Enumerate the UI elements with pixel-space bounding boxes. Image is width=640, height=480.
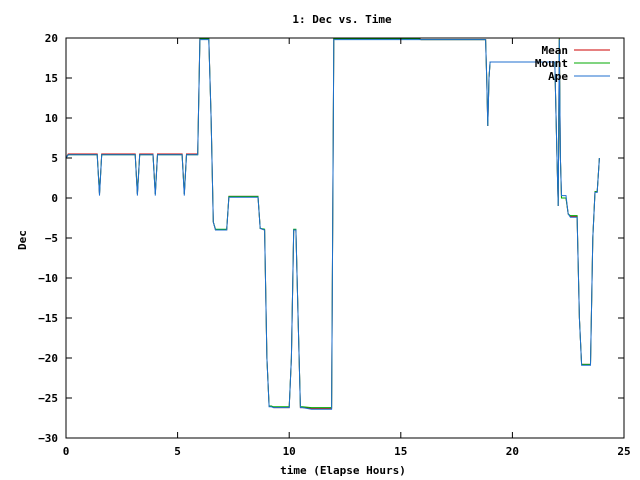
legend-label-mount: Mount <box>535 57 568 70</box>
y-tick-label: 15 <box>45 72 58 85</box>
y-tick-label: −20 <box>38 352 58 365</box>
y-tick-label: −5 <box>45 232 58 245</box>
y-tick-label: 0 <box>51 192 58 205</box>
x-axis-ticks: 0 5 10 15 20 25 <box>63 38 631 458</box>
legend-label-mean: Mean <box>542 44 569 57</box>
x-tick-label: 20 <box>506 445 519 458</box>
x-tick-label: 0 <box>63 445 70 458</box>
y-tick-label: −30 <box>38 432 58 445</box>
y-tick-label: −10 <box>38 272 58 285</box>
y-tick-label: 20 <box>45 32 58 45</box>
y-axis-ticks: −30 −25 −20 −15 −10 −5 0 5 10 15 20 <box>38 32 624 445</box>
y-tick-label: −25 <box>38 392 58 405</box>
series-line-ape <box>65 39 600 410</box>
y-tick-label: −15 <box>38 312 58 325</box>
x-tick-label: 15 <box>394 445 407 458</box>
y-axis-label: Dec <box>16 230 29 250</box>
chart-title: 1: Dec vs. Time <box>292 13 392 26</box>
x-tick-label: 5 <box>174 445 181 458</box>
series-layer <box>65 37 600 410</box>
x-tick-label: 25 <box>617 445 630 458</box>
x-axis-label: time (Elapse Hours) <box>280 464 406 477</box>
legend-label-ape: Ape <box>548 70 568 83</box>
x-tick-label: 10 <box>283 445 296 458</box>
y-tick-label: 10 <box>45 112 58 125</box>
y-tick-label: 5 <box>51 152 58 165</box>
